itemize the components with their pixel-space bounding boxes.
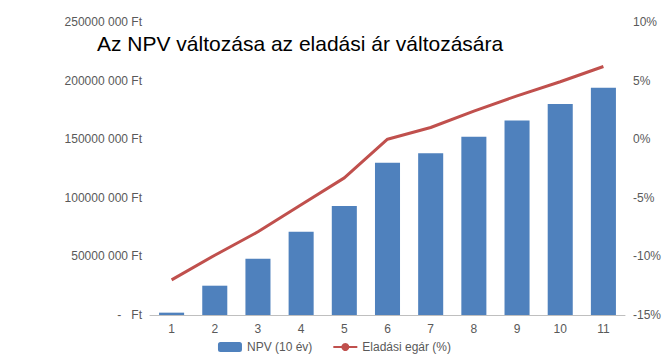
svg-text:4: 4 (298, 322, 305, 336)
svg-text:9: 9 (514, 322, 521, 336)
svg-text:-15%: -15% (633, 308, 661, 322)
svg-text:250000 000 Ft: 250000 000 Ft (65, 15, 143, 29)
svg-text:5: 5 (341, 322, 348, 336)
svg-text:10%: 10% (633, 15, 657, 29)
svg-text:2: 2 (211, 322, 218, 336)
svg-text:-10%: -10% (633, 249, 661, 263)
svg-text:5%: 5% (633, 74, 651, 88)
svg-text:50000 000 Ft: 50000 000 Ft (71, 249, 142, 263)
svg-text:-5%: -5% (633, 191, 655, 205)
svg-text:11: 11 (597, 322, 610, 336)
svg-text:NPV (10 év): NPV (10 év) (247, 340, 312, 354)
svg-text:Eladási egár (%): Eladási egár (%) (362, 340, 451, 354)
svg-text:0%: 0% (633, 132, 651, 146)
svg-text:150000 000 Ft: 150000 000 Ft (65, 132, 143, 146)
svg-text:100000 000 Ft: 100000 000 Ft (65, 191, 143, 205)
svg-text:8: 8 (471, 322, 478, 336)
svg-text:1: 1 (168, 322, 175, 336)
svg-text:200000 000 Ft: 200000 000 Ft (65, 74, 143, 88)
svg-text:7: 7 (427, 322, 434, 336)
svg-text:Az NPV változása az eladási ár: Az NPV változása az eladási ár változásá… (97, 32, 504, 55)
svg-text:6: 6 (384, 322, 391, 336)
svg-text:10: 10 (554, 322, 568, 336)
svg-text:- Ft: - Ft (117, 308, 142, 322)
svg-text:3: 3 (255, 322, 262, 336)
